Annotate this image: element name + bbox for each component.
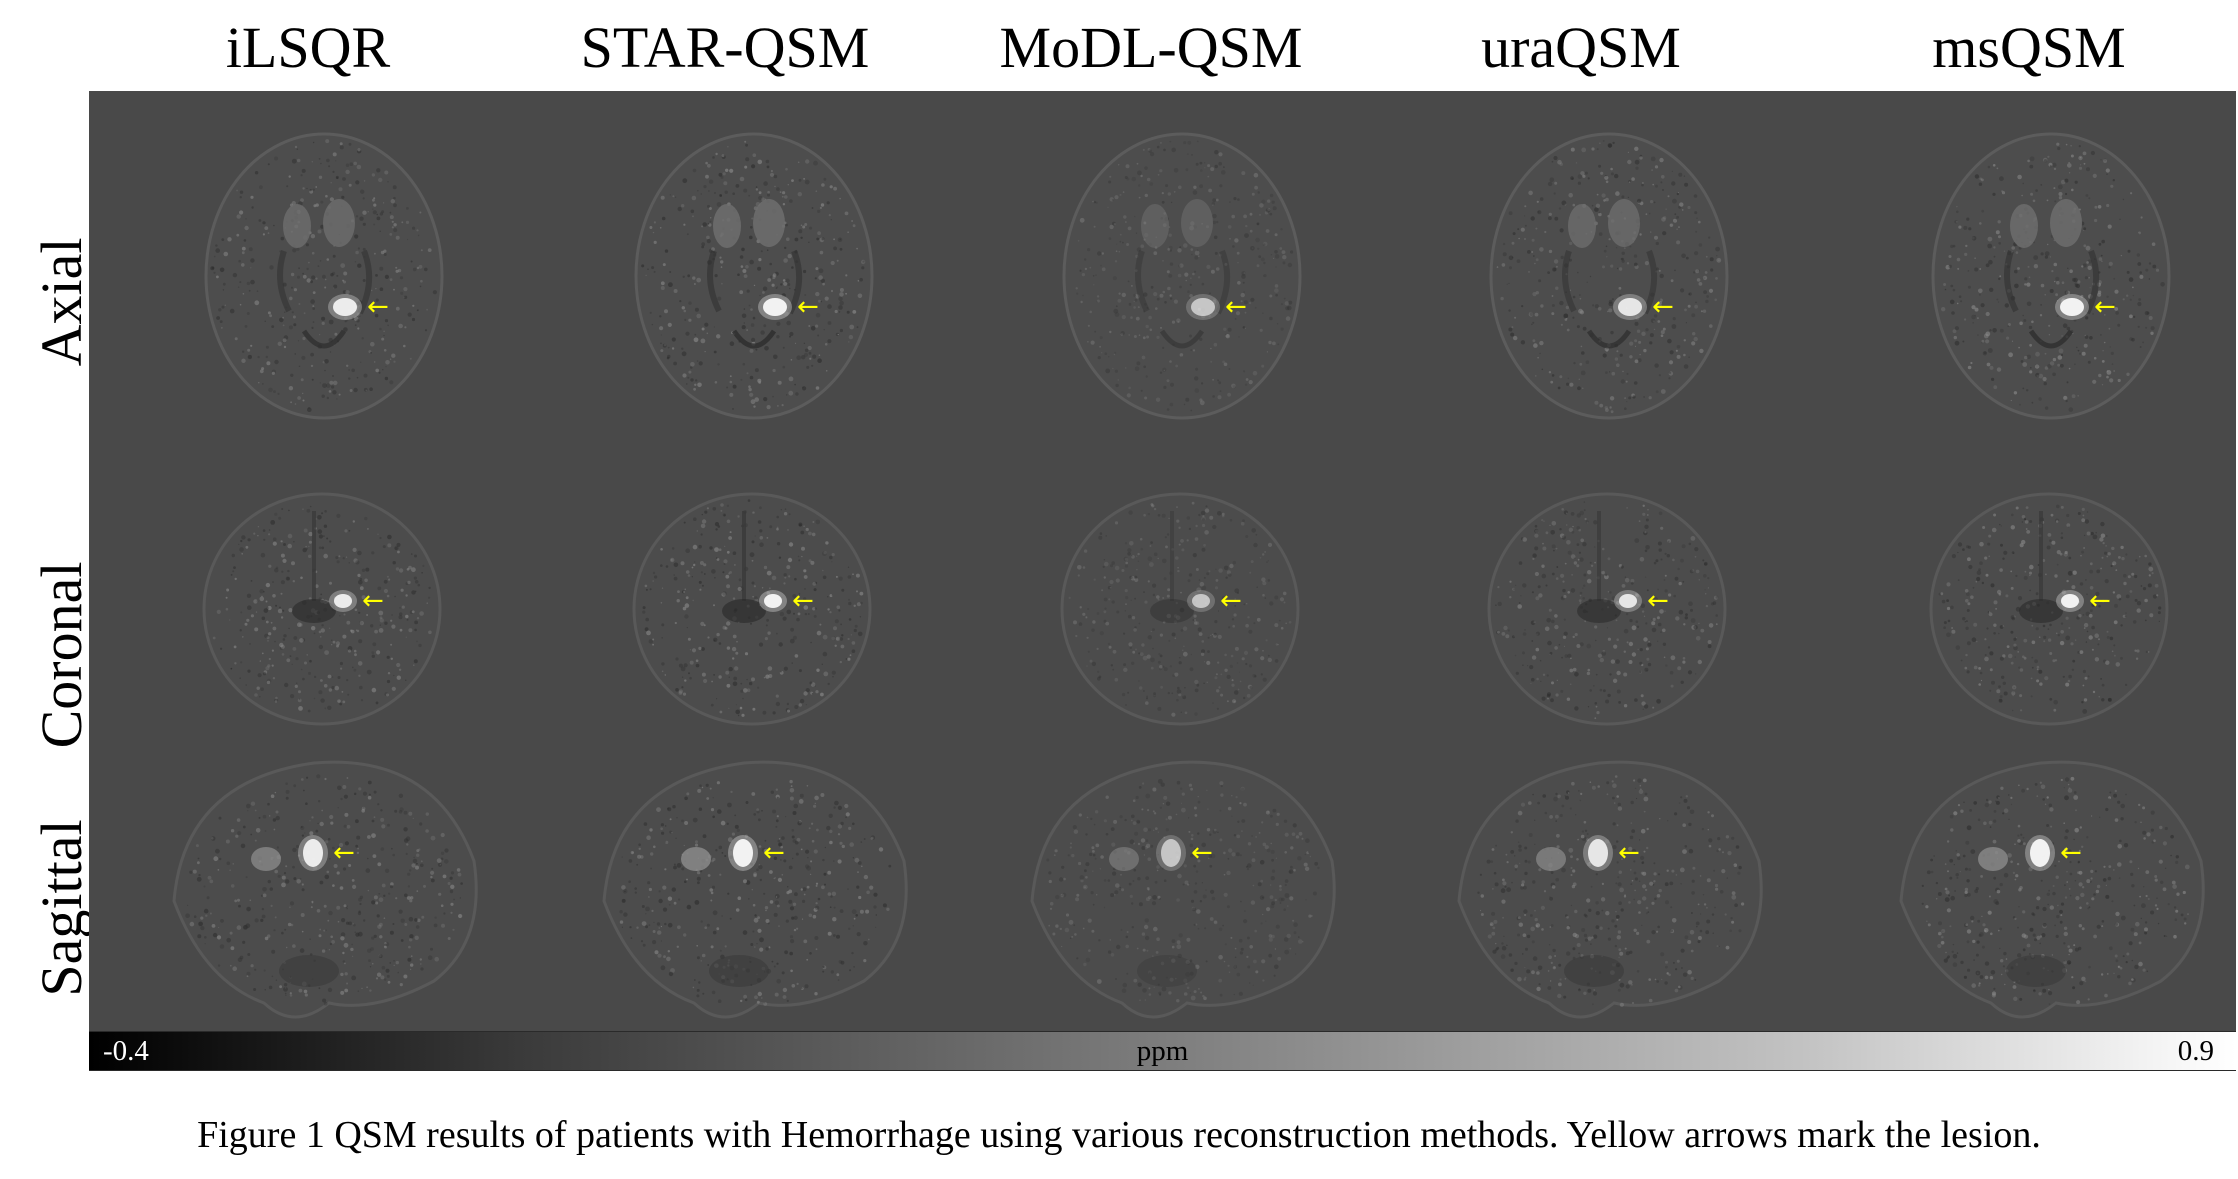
colorbar: ppm -0.4 0.9 <box>89 1031 2236 1071</box>
qsm-slice-msqsm-sagittal: ← <box>1841 741 2238 1041</box>
qsm-slice-star-qsm-axial: ← <box>544 131 964 421</box>
lesion-arrow-icon: ← <box>2094 292 2116 322</box>
qsm-slice-uraqsm-sagittal: ← <box>1399 741 1819 1041</box>
lesion-arrow-icon: ← <box>333 838 355 868</box>
qsm-slice-ilsqr-sagittal: ← <box>114 741 534 1041</box>
qsm-slice-uraqsm-coronal: ← <box>1399 491 1819 731</box>
lesion-arrow-icon: ← <box>797 292 819 322</box>
lesion-arrow-icon: ← <box>367 292 389 322</box>
qsm-slice-modl-qsm-coronal: ← <box>972 491 1392 731</box>
row-label-coronal-text: Coronal <box>29 561 94 749</box>
lesion-arrow-icon: ← <box>1618 838 1640 868</box>
lesion-arrow-icon: ← <box>1191 838 1213 868</box>
row-label-sagittal-text: Sagittal <box>29 819 94 997</box>
lesion-arrow-icon: ← <box>1225 292 1247 322</box>
qsm-slice-ilsqr-coronal: ← <box>114 491 534 731</box>
qsm-slice-modl-qsm-sagittal: ← <box>972 741 1392 1041</box>
colorbar-min-label: -0.4 <box>103 1035 149 1067</box>
column-header-ilsqr: iLSQR <box>225 15 391 80</box>
lesion-arrow-icon: ← <box>1652 292 1674 322</box>
qsm-image-grid: ← ← ← ← ← ← ← ← ← ← ← ← ← ← ← <box>89 91 2236 1031</box>
qsm-slice-ilsqr-axial: ← <box>114 131 534 421</box>
lesion-arrow-icon: ← <box>792 586 814 616</box>
figure-caption: Figure 1 QSM results of patients with He… <box>197 1114 2041 1156</box>
colorbar-max-label: 0.9 <box>2177 1035 2214 1067</box>
lesion-arrow-icon: ← <box>2089 586 2111 616</box>
colorbar-unit-label: ppm <box>1136 1035 1189 1067</box>
lesion-arrow-icon: ← <box>763 838 785 868</box>
lesion-arrow-icon: ← <box>1647 586 1669 616</box>
qsm-slice-uraqsm-axial: ← <box>1399 131 1819 421</box>
qsm-slice-msqsm-coronal: ← <box>1841 491 2238 731</box>
qsm-slice-star-qsm-coronal: ← <box>544 491 964 731</box>
column-header-uraqsm: uraQSM <box>1481 15 1681 80</box>
lesion-arrow-icon: ← <box>1220 586 1242 616</box>
column-header-modl-qsm: MoDL-QSM <box>999 15 1303 80</box>
qsm-slice-msqsm-axial: ← <box>1841 131 2238 421</box>
qsm-slice-modl-qsm-axial: ← <box>972 131 1392 421</box>
column-header-star-qsm: STAR-QSM <box>580 15 870 80</box>
lesion-arrow-icon: ← <box>2060 838 2082 868</box>
column-header-msqsm: msQSM <box>1932 15 2126 80</box>
qsm-slice-star-qsm-sagittal: ← <box>544 741 964 1041</box>
row-label-axial-text: Axial <box>29 237 94 367</box>
lesion-arrow-icon: ← <box>362 586 384 616</box>
